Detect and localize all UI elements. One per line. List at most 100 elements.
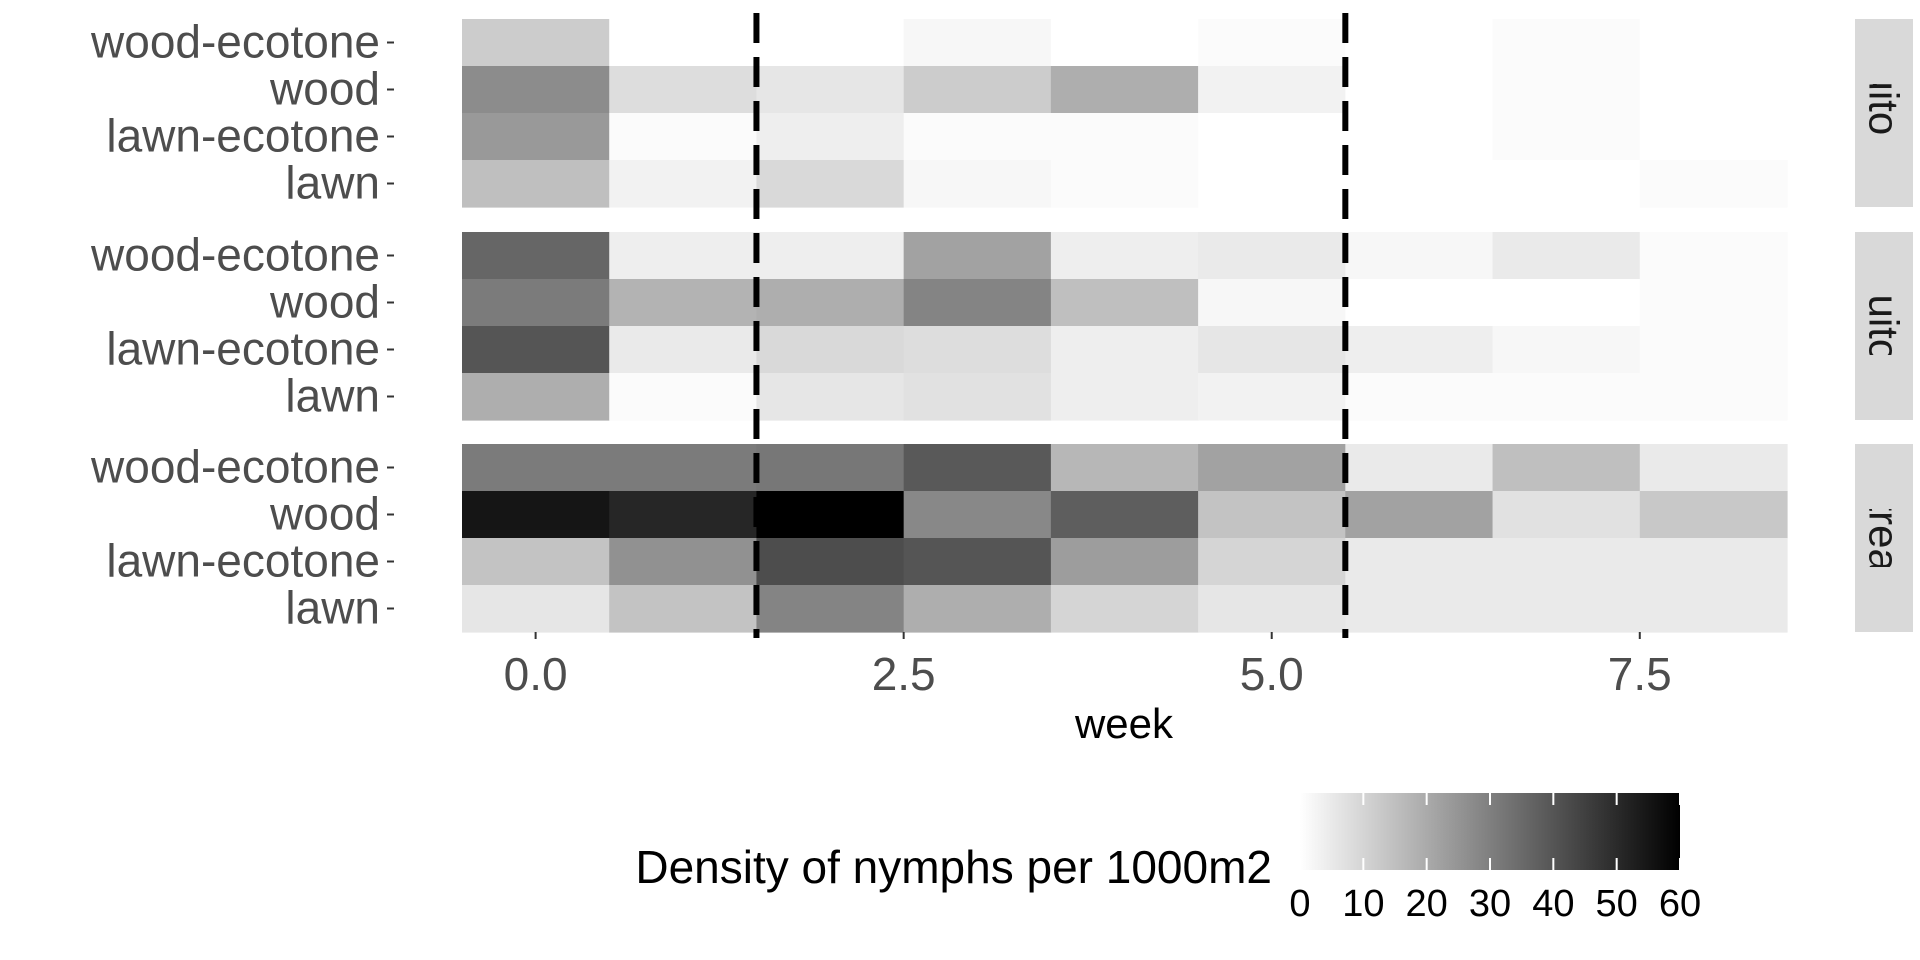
heatmap-cell (1345, 326, 1494, 374)
heatmap-cell (1492, 538, 1641, 586)
legend-tick-label: 0 (1289, 883, 1310, 925)
legend: Density of nymphs per 1000m2 0 10 20 30 40 50… (635, 793, 1701, 925)
heatmap-cell (609, 373, 758, 421)
heatmap-cell (756, 326, 905, 374)
heatmap-cell (1492, 373, 1641, 421)
heatmap-cell (462, 66, 610, 114)
heatmap-cell (756, 232, 905, 280)
heatmap-cell (609, 66, 758, 114)
heatmap-cell (609, 113, 758, 161)
heatmap-cell (462, 326, 610, 374)
heatmap-cell (1198, 19, 1346, 67)
heatmap-cell (903, 232, 1052, 280)
heatmap-cell (756, 66, 905, 114)
heatmap-cell (1345, 585, 1494, 633)
heatmap-cell (1345, 232, 1494, 280)
heatmap-cell (609, 279, 758, 327)
heatmap-cell (1345, 491, 1494, 539)
heatmap-cell (756, 444, 905, 492)
y-tick-label: wood-ecotone (90, 441, 380, 493)
heatmap-cell (1198, 585, 1346, 633)
heatmap-cell (609, 444, 758, 492)
heatmap-cell (1050, 19, 1199, 67)
heatmap-cell (609, 232, 758, 280)
y-tick-label: lawn-ecotone (106, 535, 380, 587)
heatmap-cell (1492, 491, 1641, 539)
heatmap-cell (1198, 160, 1346, 208)
heatmap-cell (1639, 373, 1788, 421)
heatmap-cell (1345, 538, 1494, 586)
heatmap-cell (462, 444, 610, 492)
facet-strip-label: Untreated (1861, 446, 1908, 630)
heatmap-cell (1050, 232, 1199, 280)
vlines-layer (753, 13, 1349, 638)
legend-tick-label: 30 (1469, 883, 1511, 925)
heatmap-cell (903, 538, 1052, 586)
heatmap-cell (1345, 19, 1494, 67)
heatmap-cell (756, 373, 905, 421)
heatmap-cell (1639, 538, 1788, 586)
heatmap-cell (609, 538, 758, 586)
heatmap-cell (462, 232, 610, 280)
heatmap-cell (1639, 491, 1788, 539)
heatmap-cell (756, 491, 905, 539)
heatmap-cell (903, 160, 1052, 208)
heatmap-cell (1639, 444, 1788, 492)
heatmap-cell (1345, 444, 1494, 492)
heatmap-cell (1198, 66, 1346, 114)
heatmap-cell (1639, 232, 1788, 280)
heatmap-cell (1492, 279, 1641, 327)
heatmap-cell (903, 113, 1052, 161)
heatmap-cell (462, 279, 610, 327)
heatmap-cell (1492, 160, 1641, 208)
heatmap-cell (1050, 373, 1199, 421)
heatmap-cell (1492, 444, 1641, 492)
facet-strip-label: Mosquito & Tick (1861, 0, 1908, 262)
heatmap-cell (462, 491, 610, 539)
heatmap-cell (1198, 279, 1346, 327)
heatmap-cell (1492, 585, 1641, 633)
heatmap-cell (903, 326, 1052, 374)
x-tick-label: 2.5 (872, 648, 936, 700)
heatmap-cell (1050, 585, 1199, 633)
facet-strip-label: Mosquito Only (1861, 192, 1908, 460)
y-tick-label: lawn-ecotone (106, 323, 380, 375)
heatmap-cell (1639, 585, 1788, 633)
y-tick-label: lawn (285, 582, 380, 634)
y-tick-label: lawn (285, 157, 380, 209)
heatmap-cell (903, 373, 1052, 421)
heatmap-cell (1639, 279, 1788, 327)
heatmap-cell (756, 585, 905, 633)
heatmap-cell (1639, 160, 1788, 208)
x-axis: 0.0 2.5 5.0 7.5 (504, 632, 1672, 700)
heatmap-cell (1639, 66, 1788, 114)
heatmap-cell (1492, 113, 1641, 161)
x-tick-label: 0.0 (504, 648, 568, 700)
heatmap-cell (903, 279, 1052, 327)
heatmap-cell (1050, 538, 1199, 586)
heatmap-cell (1639, 19, 1788, 67)
legend-ticks: 0 10 20 30 40 50 60 (1289, 793, 1701, 925)
heatmap-cell (1198, 373, 1346, 421)
heatmap-cell (756, 279, 905, 327)
y-tick-label: wood-ecotone (90, 229, 380, 281)
legend-tick-label: 20 (1406, 883, 1448, 925)
heatmap-cell (1639, 113, 1788, 161)
legend-tick-label: 60 (1659, 883, 1701, 925)
heatmap-cell (609, 19, 758, 67)
heatmap-cell (1492, 66, 1641, 114)
heatmap-cell (1050, 326, 1199, 374)
heatmap-cell (462, 19, 610, 67)
heatmap-cell (756, 538, 905, 586)
y-tick-label: wood (269, 276, 380, 328)
heatmap-cell (1345, 113, 1494, 161)
heatmap-cell (1492, 326, 1641, 374)
heatmap-cell (756, 113, 905, 161)
heatmap-cell (1050, 444, 1199, 492)
legend-colorbar (1300, 793, 1680, 870)
heatmap-cell (1198, 232, 1346, 280)
